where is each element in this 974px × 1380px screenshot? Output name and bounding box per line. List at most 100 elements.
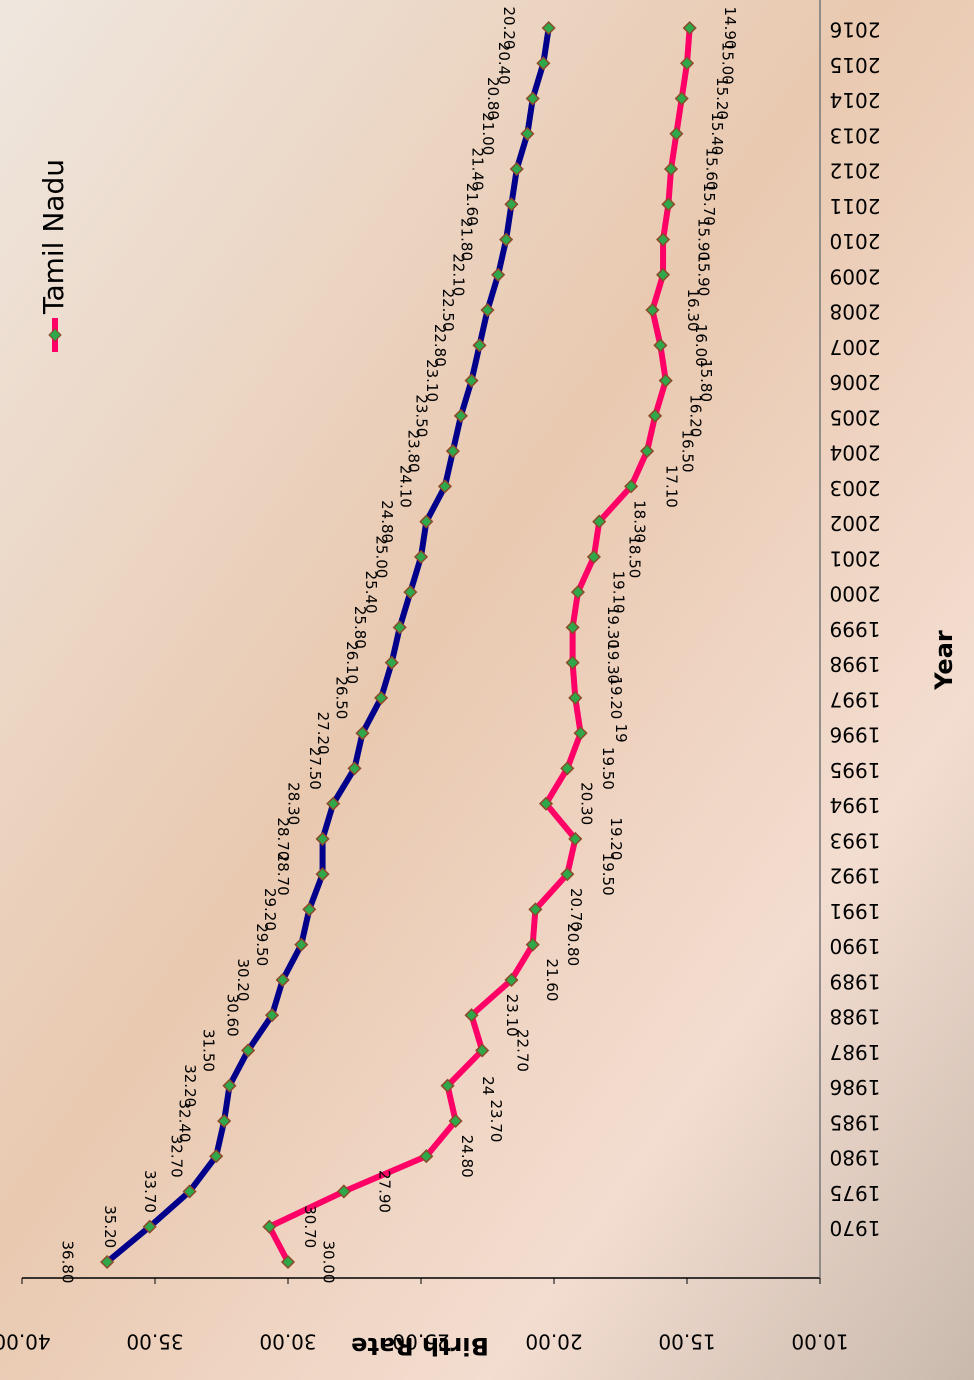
x-tick-label: 1997 — [830, 687, 881, 711]
marker — [648, 408, 663, 423]
x-tick-label: 1998 — [830, 652, 881, 676]
value-label: 24 — [479, 1076, 497, 1095]
value-label: 29.20 — [261, 888, 279, 931]
x-tick-label: 2004 — [830, 441, 881, 465]
value-label: 15.20 — [713, 77, 731, 120]
x-tick-label: 2000 — [830, 582, 881, 606]
value-label: 32.70 — [168, 1135, 186, 1178]
value-label: 25.00 — [373, 535, 391, 578]
marker — [640, 444, 655, 459]
x-tick-label: 1995 — [830, 758, 881, 782]
marker — [653, 338, 668, 353]
marker — [453, 408, 468, 423]
marker — [440, 1078, 455, 1093]
value-label: 15.80 — [697, 359, 715, 402]
y-tick-label: 25.00 — [392, 1330, 449, 1354]
x-tick-label: 1993 — [830, 828, 881, 852]
marker — [445, 444, 460, 459]
x-tick-label: 1970 — [830, 1216, 881, 1240]
value-label: 19.20 — [607, 817, 625, 860]
marker — [374, 690, 389, 705]
marker — [538, 796, 554, 811]
value-label: 24.10 — [396, 465, 414, 508]
value-label: 15.60 — [703, 148, 721, 191]
value-label: 29.50 — [253, 923, 271, 966]
marker — [413, 549, 429, 564]
x-tick-label: 1980 — [830, 1146, 881, 1170]
marker — [565, 655, 580, 670]
legend-marker — [48, 328, 62, 342]
value-label: 35.20 — [101, 1205, 119, 1248]
marker — [275, 972, 290, 988]
value-label: 18.30 — [631, 500, 649, 543]
marker — [302, 902, 317, 917]
marker — [682, 20, 697, 36]
value-label: 17.10 — [663, 465, 681, 508]
value-label: 24.80 — [378, 500, 396, 543]
x-tick-label: 1996 — [830, 723, 881, 747]
value-label: 19.30 — [604, 606, 622, 649]
value-label: 16.00 — [692, 324, 710, 367]
value-label: 24.80 — [458, 1135, 476, 1178]
marker — [100, 1254, 115, 1270]
marker — [525, 937, 540, 952]
value-label: 30.20 — [234, 958, 252, 1001]
marker — [560, 761, 575, 776]
y-tick-label: 10.00 — [791, 1330, 848, 1354]
marker — [480, 302, 495, 318]
x-tick-label: 2010 — [830, 229, 881, 253]
marker — [315, 831, 330, 846]
value-label: 28.30 — [285, 782, 303, 825]
x-tick-label: 2001 — [830, 546, 881, 570]
plot: Year Birth Rate 10.00 15.00 20.00 25.00 30.0… — [0, 0, 958, 1360]
x-tick-label: 2015 — [830, 53, 881, 77]
value-label: 30.70 — [301, 1205, 319, 1248]
x-tick-label: 1994 — [830, 793, 881, 817]
x-tick-label: 1990 — [830, 934, 881, 958]
marker — [655, 267, 671, 282]
value-label: 21.60 — [463, 183, 481, 226]
x-tick-label: 1991 — [830, 899, 881, 923]
value-label: 23.10 — [503, 994, 521, 1037]
marker — [592, 514, 607, 529]
x-tick-label: 1999 — [830, 617, 881, 641]
marker — [536, 56, 551, 71]
value-label: 23.80 — [404, 430, 422, 473]
x-tick-label: 2012 — [830, 159, 881, 183]
value-label: 14.90 — [721, 7, 739, 50]
x-axis-title: Year — [930, 630, 958, 691]
x-tick-label: 1989 — [830, 969, 881, 993]
marker — [475, 1043, 490, 1058]
value-label: 20.70 — [567, 888, 585, 931]
marker — [570, 585, 586, 600]
value-label: 15.40 — [708, 112, 726, 155]
x-tick-label: 1986 — [830, 1075, 881, 1099]
value-label: 27.90 — [375, 1170, 393, 1213]
value-label: 28.70 — [274, 817, 292, 860]
marker — [294, 937, 309, 952]
marker — [624, 479, 639, 494]
marker — [241, 1043, 256, 1058]
value-label: 26.50 — [333, 676, 351, 719]
value-label: 23.70 — [487, 1099, 505, 1142]
marker — [528, 902, 543, 917]
value-label: 21.80 — [458, 218, 476, 261]
marker — [504, 972, 519, 988]
marker — [509, 161, 524, 177]
value-label: 20.20 — [500, 7, 518, 50]
x-tick-label: 1975 — [830, 1181, 881, 1205]
marker — [262, 1219, 277, 1234]
x-tick-label: 1985 — [830, 1110, 881, 1134]
marker — [669, 126, 684, 141]
value-label: 21.00 — [479, 112, 497, 155]
legend-label: Tamil Nadu — [37, 159, 70, 315]
marker — [419, 514, 434, 529]
x-tick-label: 2006 — [830, 370, 881, 394]
value-label: 15.70 — [700, 183, 718, 226]
value-label: 21.40 — [468, 148, 486, 191]
marker — [661, 197, 676, 212]
y-tick-label: 35.00 — [126, 1330, 183, 1354]
marker — [347, 761, 362, 776]
marker — [209, 1149, 224, 1164]
